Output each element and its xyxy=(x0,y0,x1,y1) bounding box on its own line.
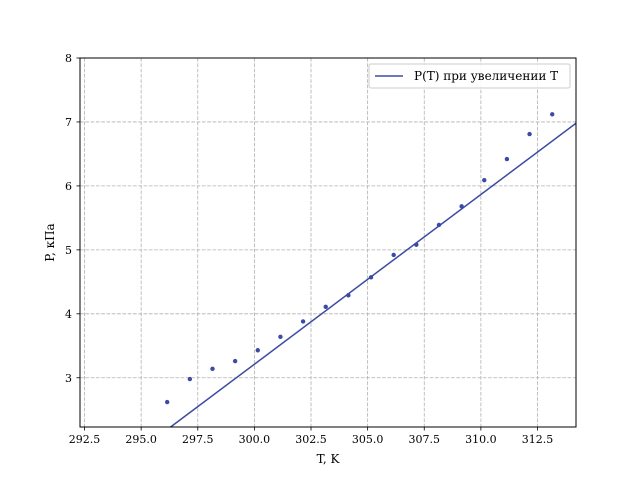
data-point xyxy=(300,319,306,324)
plot-frame xyxy=(79,57,577,428)
data-point xyxy=(164,399,170,405)
data-point xyxy=(550,112,555,117)
y-tick-label: 6 xyxy=(65,180,72,193)
data-point xyxy=(255,348,260,353)
x-tick-label: 297.5 xyxy=(182,433,214,446)
y-tick-label: 5 xyxy=(65,244,72,257)
x-tick-label: 307.5 xyxy=(409,433,441,446)
fit-line xyxy=(170,122,577,428)
y-axis-label: P, кПа xyxy=(43,223,57,261)
x-tick-label: 310.0 xyxy=(465,433,497,446)
x-axis-label: T, K xyxy=(317,452,341,466)
x-tick-label: 302.5 xyxy=(295,433,327,446)
data-point xyxy=(187,376,193,382)
legend-box xyxy=(368,63,571,89)
x-tick-label: 300.0 xyxy=(239,433,271,446)
y-tick-label: 8 xyxy=(65,52,72,65)
y-tick-label: 3 xyxy=(65,372,72,385)
x-tick-label: 305.0 xyxy=(352,433,384,446)
data-point xyxy=(278,334,283,340)
y-tick-label: 4 xyxy=(65,308,72,321)
data-point xyxy=(504,156,510,162)
x-tick-label: 292.5 xyxy=(69,433,101,446)
grid xyxy=(80,58,576,427)
x-tick-label: 295.0 xyxy=(125,433,157,446)
y-tick-label: 7 xyxy=(65,116,72,129)
data-point xyxy=(482,177,487,183)
data-point xyxy=(391,252,396,258)
data-point xyxy=(210,366,215,372)
ticks: 292.5 295.0 297.5 300.0 302.5 305.0 307.5 310.0… xyxy=(65,52,553,446)
series-layer xyxy=(164,112,577,428)
legend: P(T) при увеличении T xyxy=(368,63,571,89)
data-point xyxy=(323,304,328,309)
data-point xyxy=(232,358,238,364)
legend-entry-label: P(T) при увеличении T xyxy=(414,69,558,83)
data-point xyxy=(527,131,532,137)
x-tick-label: 312.5 xyxy=(522,433,554,446)
